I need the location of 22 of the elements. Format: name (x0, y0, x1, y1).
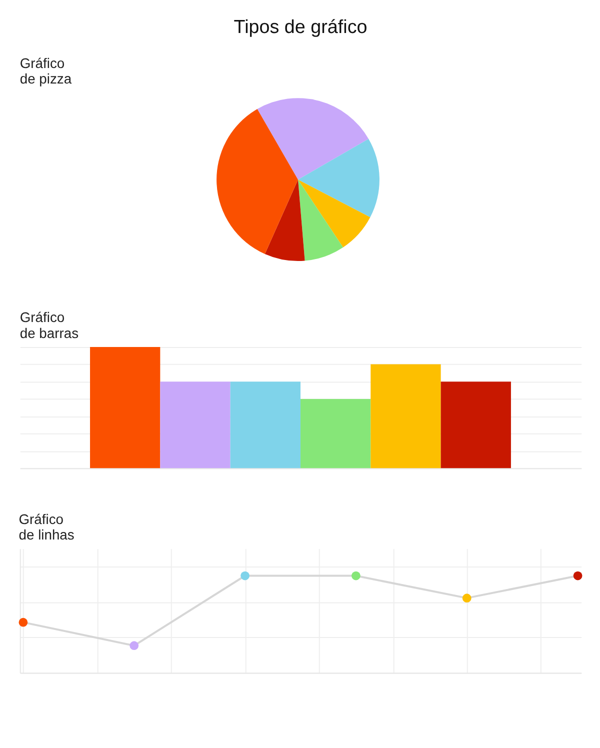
bar (160, 382, 230, 468)
pie-slice (257, 98, 369, 180)
chart-title: Gráfico de barras (20, 309, 79, 342)
pie-slice (298, 180, 370, 248)
bar (300, 398, 371, 468)
bar (230, 382, 300, 468)
point (240, 571, 250, 580)
pie-slice (264, 180, 305, 261)
point (18, 618, 28, 627)
bar (370, 364, 441, 468)
text: Tipos de gráfico (234, 16, 368, 38)
text: Gráfico de pizza (20, 54, 72, 87)
point (573, 571, 582, 580)
pie-slice (298, 138, 380, 218)
chart-title: Gráfico de linhas (18, 510, 74, 543)
pie-slice (298, 180, 344, 261)
point (462, 594, 472, 603)
pie-slice (216, 109, 298, 254)
bar (90, 346, 160, 468)
point (352, 571, 360, 580)
point (130, 641, 139, 650)
bar (440, 382, 511, 468)
